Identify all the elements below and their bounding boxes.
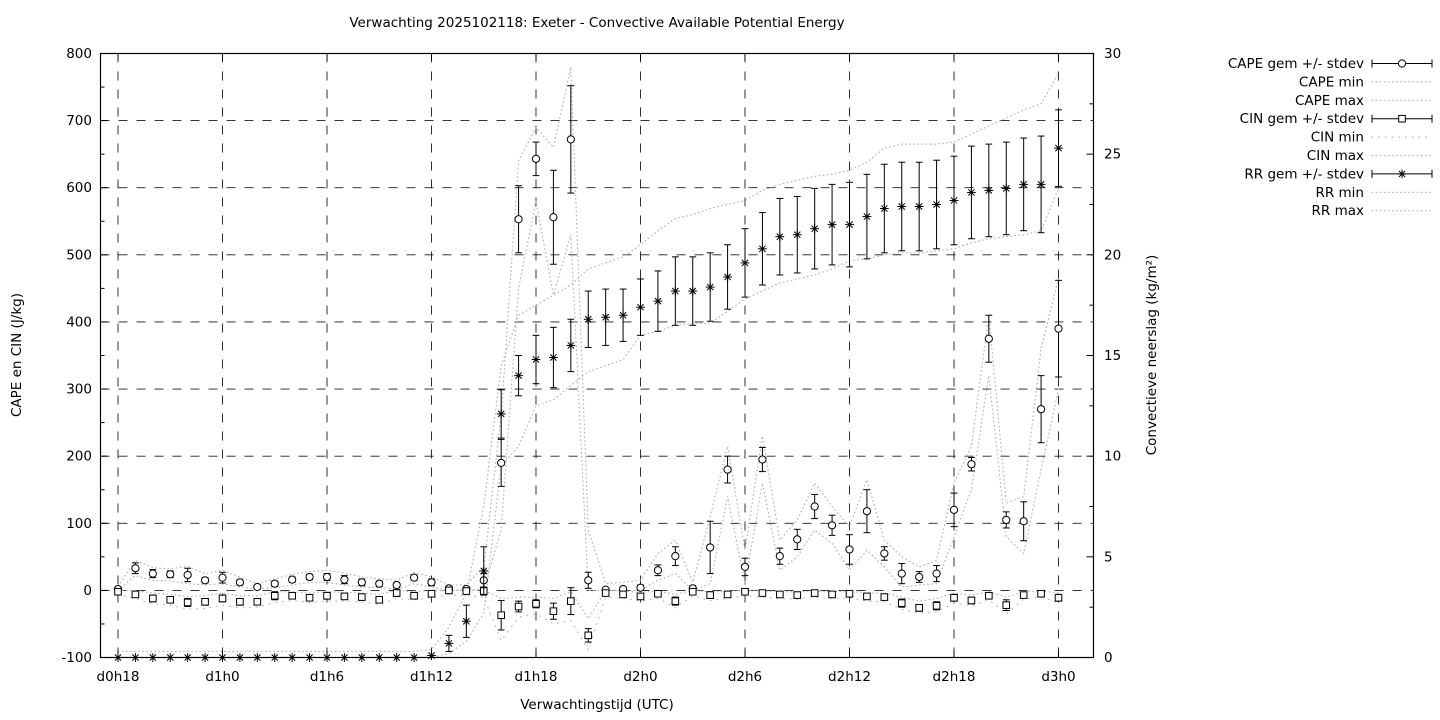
x-axis-label: Verwachtingstijd (UTC): [520, 697, 674, 713]
x-tick-label: d1h0: [205, 669, 239, 685]
legend-item-label: CAPE gem +/- stdev: [1228, 56, 1364, 72]
y-tick-label-left: 200: [66, 449, 92, 465]
legend-item-label: RR gem +/- stdev: [1244, 166, 1364, 182]
cin-max-line: [117, 589, 1060, 620]
x-tick-label: d2h6: [728, 669, 762, 685]
y-tick-label-left: 500: [66, 247, 92, 263]
y-tick-label-left: 700: [66, 113, 92, 129]
x-tick-label: d1h12: [410, 669, 453, 685]
legend-item-label: CAPE max: [1295, 93, 1364, 109]
x-tick-label: d1h6: [310, 669, 344, 685]
x-tick-label: d2h12: [828, 669, 871, 685]
y-tick-label-right: 15: [1104, 348, 1121, 364]
y-tick-label-left: 800: [66, 46, 92, 62]
y-tick-label-left: 400: [66, 314, 92, 330]
cape-min-line: [117, 201, 1060, 592]
rr-max-line: [117, 73, 1060, 653]
y-axis-label-left: CAPE en CIN (J/kg): [9, 292, 25, 418]
legend-item-label: CIN min: [1311, 130, 1364, 146]
y-tick-label-right: 25: [1104, 147, 1121, 163]
cape-max-line: [117, 66, 1060, 587]
tick-labels: -100 0 100 200 300 400 500 600 700 800 0 5 10 15 20 25 3…: [61, 46, 1121, 685]
y-tick-label-right: 5: [1104, 549, 1113, 565]
legend-item-label: RR max: [1312, 203, 1364, 219]
y-tick-label-left: 300: [66, 382, 92, 398]
y-tick-label-left: -100: [61, 650, 92, 666]
legend-item-label: CIN max: [1307, 148, 1364, 164]
y-tick-label-left: 600: [66, 180, 92, 196]
y-tick-label-right: 10: [1104, 449, 1121, 465]
x-tick-label: d3h0: [1041, 669, 1075, 685]
y-tick-label-right: 30: [1104, 46, 1121, 62]
y-tick-label-right: 20: [1104, 247, 1121, 263]
axes-border-ticks: [99, 52, 1095, 659]
legend: CAPE gem +/- stdev CAPE min CAPE max CIN ge…: [1228, 56, 1433, 219]
y-tick-label-right: 0: [1104, 650, 1113, 666]
gridlines: [100, 53, 1094, 658]
x-tick-label: d2h0: [623, 669, 657, 685]
x-tick-label: d1h18: [515, 669, 558, 685]
legend-item-label: CIN gem +/- stdev: [1240, 111, 1364, 127]
chart-title: Verwachting 2025102118: Exeter - Convect…: [349, 15, 845, 31]
legend-item-label: RR min: [1315, 185, 1364, 201]
y-tick-label-left: 0: [83, 583, 92, 599]
x-tick-label: d0h18: [97, 669, 140, 685]
x-tick-label: d2h18: [933, 669, 976, 685]
y-tick-label-left: 100: [66, 516, 92, 532]
y-axis-label-right: Convectieve neerslag (kg/m²): [1144, 254, 1160, 456]
legend-item-label: CAPE min: [1299, 74, 1364, 90]
cin-min-line: [117, 593, 1060, 651]
cin-gem-series: [114, 586, 1063, 643]
